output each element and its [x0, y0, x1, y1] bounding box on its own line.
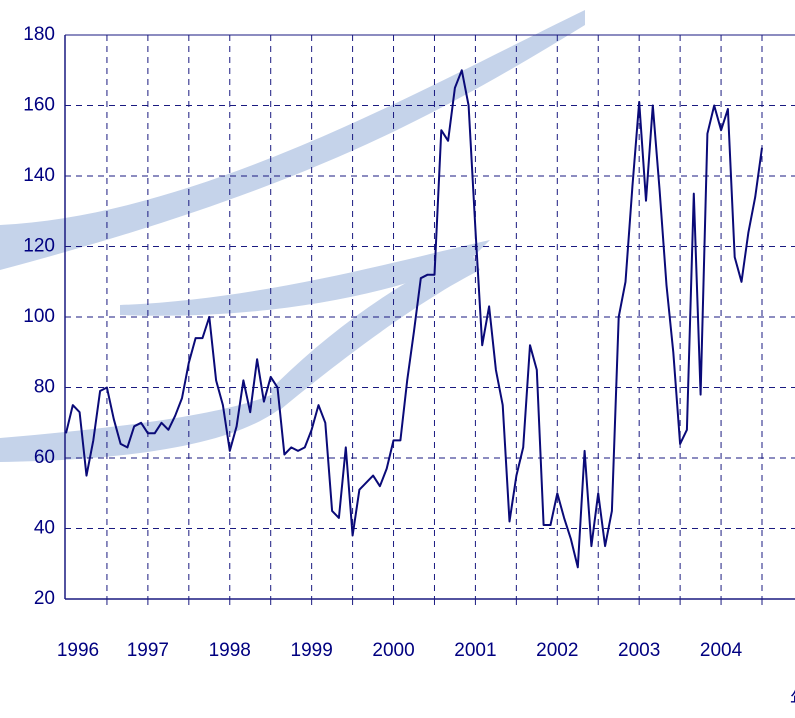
y-tick-label: 160 — [23, 95, 55, 116]
series-line — [65, 69, 763, 569]
x-tick-label: 2003 — [618, 640, 660, 661]
x-tick-label: 2000 — [372, 640, 414, 661]
watermark — [0, 10, 585, 462]
y-tick-label: 100 — [23, 306, 55, 327]
x-tick-label: 1996 — [57, 640, 99, 661]
x-tick-label: 2001 — [454, 640, 496, 661]
x-axis-label: 年 — [790, 688, 795, 710]
x-tick-label: 1999 — [291, 640, 333, 661]
y-tick-label: 40 — [34, 518, 55, 539]
swoosh — [0, 380, 300, 462]
y-tick-label: 140 — [23, 165, 55, 186]
x-tick-label: 1997 — [127, 640, 169, 661]
plot-area: 20 40 60 80 100 120 140 160 180 1996 1997 1998 1999 2… — [23, 24, 795, 661]
swoosh — [270, 250, 480, 410]
y-tick-label: 180 — [23, 24, 55, 45]
x-tick-label: 2004 — [700, 640, 743, 661]
y-tick-label: 80 — [34, 377, 55, 398]
y-tick-label: 60 — [34, 447, 55, 468]
swoosh — [0, 10, 585, 270]
x-tick-label: 2002 — [536, 640, 578, 661]
y-tick-label: 20 — [34, 588, 55, 609]
x-tick-label: 1998 — [209, 640, 251, 661]
y-tick-label: 120 — [23, 236, 55, 257]
